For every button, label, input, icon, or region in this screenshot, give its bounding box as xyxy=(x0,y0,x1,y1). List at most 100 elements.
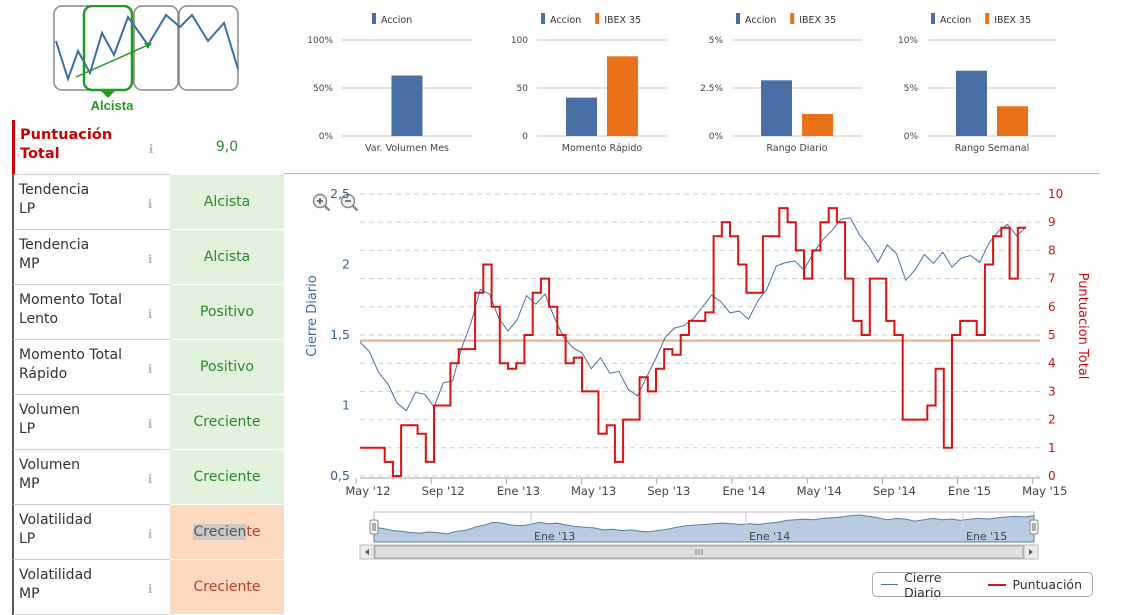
navigator-left-handle xyxy=(369,519,379,535)
legend-label: Accion xyxy=(745,15,776,26)
info-icon[interactable]: ℹ xyxy=(148,142,154,156)
series-puntuacion-line xyxy=(360,207,1026,477)
score-value: Positivo xyxy=(170,285,284,340)
score-value: Creciente xyxy=(170,560,284,615)
x-category-label: Rango Semanal xyxy=(955,143,1030,154)
legend-swatch xyxy=(372,13,376,24)
info-icon[interactable]: ℹ xyxy=(147,417,153,431)
right-tick-label: 4 xyxy=(1048,356,1056,370)
x-tick-label: Ene '13 xyxy=(497,484,540,498)
right-tick-label: 7 xyxy=(1048,272,1056,286)
legend-item[interactable]: Cierre Diario xyxy=(881,570,978,600)
info-icon[interactable]: ℹ xyxy=(147,197,153,211)
x-tick-label: Sep '14 xyxy=(873,484,916,498)
info-icon[interactable]: ℹ xyxy=(147,252,153,266)
right-tick-label: 5 xyxy=(1048,328,1056,342)
score-row: Momento Total Rápido ℹ Positivo xyxy=(12,340,284,395)
bar xyxy=(761,80,792,136)
score-label: Momento Total Lento ℹ xyxy=(12,285,170,340)
legend-swatch xyxy=(985,13,990,24)
left-tick-label: 0,5 xyxy=(330,468,350,483)
legend-label: Accion xyxy=(550,15,581,26)
navigator-area xyxy=(373,514,1035,543)
tick-label: 100% xyxy=(307,36,333,46)
left-tick-label: 2 xyxy=(342,257,350,272)
score-label-line: LP xyxy=(19,201,36,217)
info-icon[interactable]: ℹ xyxy=(147,582,153,596)
score-label: Tendencia MP ℹ xyxy=(12,230,170,285)
navigator-scrollbar[interactable]: Ene '13 Ene '14 Ene '15 xyxy=(358,508,1042,562)
right-tick-label: 6 xyxy=(1048,300,1056,314)
chevron-left-icon xyxy=(365,549,369,555)
score-label-line: Total xyxy=(20,146,60,162)
x-tick-label: Sep '13 xyxy=(647,484,690,498)
right-axis-title: Puntuacion Total xyxy=(1075,273,1090,380)
score-value: 9,0 xyxy=(170,120,284,175)
info-icon[interactable]: ℹ xyxy=(147,472,153,486)
score-label: Volatilidad LP ℹ xyxy=(12,505,170,560)
score-label: Tendencia LP ℹ xyxy=(12,175,170,230)
section-divider xyxy=(284,173,1100,174)
score-label-line: Volumen xyxy=(19,457,80,473)
x-tick-label: Ene '14 xyxy=(722,484,765,498)
series-cierre-line xyxy=(359,217,1027,412)
bar-chart-var-volumen: Accion 0% 50% 100% Var. Volumen Mes xyxy=(307,13,472,154)
score-label-line: Volatilidad xyxy=(19,567,93,583)
legend-label: Accion xyxy=(381,15,412,26)
score-label-line: Tendencia xyxy=(19,237,90,253)
x-category-label: Var. Volumen Mes xyxy=(365,143,449,154)
score-row: Volatilidad MP ℹ Creciente xyxy=(12,560,284,615)
navigator-label: Ene '14 xyxy=(749,530,790,543)
right-tick-label: 3 xyxy=(1048,384,1056,398)
bar xyxy=(802,113,833,136)
left-tick-label: 1 xyxy=(342,398,350,413)
info-icon[interactable]: ℹ xyxy=(147,307,153,321)
selected-text: Crecien xyxy=(193,524,247,540)
score-row: Momento Total Lento ℹ Positivo xyxy=(12,285,284,340)
score-label-line: Momento Total xyxy=(19,292,122,308)
right-tick-label: 9 xyxy=(1048,215,1056,229)
legend-label: Accion xyxy=(940,15,971,26)
info-icon[interactable]: ℹ xyxy=(147,527,153,541)
legend-swatch xyxy=(595,13,600,24)
tick-label: 50% xyxy=(313,84,333,94)
bar xyxy=(607,56,638,136)
x-category-label: Rango Diario xyxy=(766,143,827,154)
score-label-line: Volatilidad xyxy=(19,512,93,528)
bar xyxy=(997,106,1028,136)
score-label-line: LP xyxy=(19,421,36,437)
tick-label: 5% xyxy=(904,84,919,94)
x-tick-label: May '15 xyxy=(1022,484,1067,498)
bar xyxy=(956,70,987,136)
trend-logo xyxy=(52,4,242,117)
score-value: Creciente xyxy=(170,395,284,450)
right-tick-label: 8 xyxy=(1048,243,1056,257)
chart-legend: Cierre Diario Puntuación xyxy=(872,570,1093,600)
bar xyxy=(391,75,423,136)
score-label-line: Rápido xyxy=(19,366,68,382)
score-row: Volatilidad LP ℹ Crecien te xyxy=(12,505,284,560)
legend-line-icon xyxy=(881,584,899,585)
info-icon[interactable]: ℹ xyxy=(147,362,153,376)
legend-item[interactable]: Puntuación xyxy=(988,577,1082,592)
score-row: Volumen MP ℹ Creciente xyxy=(12,450,284,505)
x-tick-label: May '12 xyxy=(345,484,390,498)
score-label-line: Puntuación xyxy=(20,127,113,143)
left-axis-title: Cierre Diario xyxy=(305,275,320,357)
legend-swatch xyxy=(541,13,545,24)
x-tick-label: Ene '15 xyxy=(948,484,991,498)
tick-label: 10% xyxy=(898,36,918,46)
legend-label: IBEX 35 xyxy=(604,15,641,26)
legend-label: Cierre Diario xyxy=(904,569,942,600)
zoom-in-icon[interactable] xyxy=(311,192,331,212)
tick-label: 0% xyxy=(319,132,334,142)
zoom-out-icon[interactable] xyxy=(339,192,359,212)
main-line-chart: 0 1 2 3 4 5 6 7 8 9 10 0,5 1 1,5 2 2,5 Cierre Diario Punt… xyxy=(305,186,1090,498)
score-label-line: LP xyxy=(19,531,36,547)
legend-label: IBEX 35 xyxy=(799,15,836,26)
x-category-label: Momento Rápido xyxy=(562,143,643,154)
left-tick-label: 1,5 xyxy=(330,327,350,342)
score-row: Volumen LP ℹ Creciente xyxy=(12,395,284,450)
score-label-line: Lento xyxy=(19,311,59,327)
